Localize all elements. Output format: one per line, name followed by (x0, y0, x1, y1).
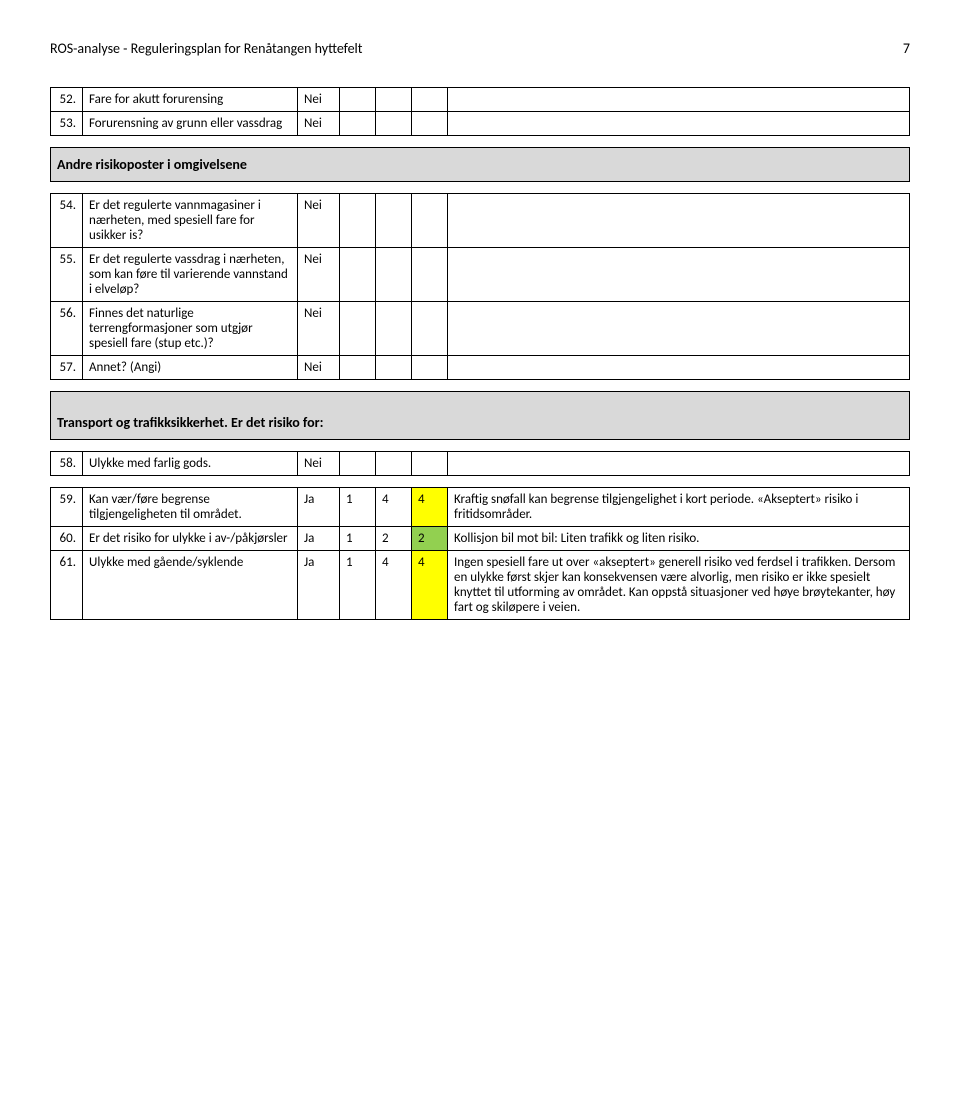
section-header: Andre risikoposter i omgivelsene (51, 148, 910, 182)
row-ans: Nei (298, 356, 340, 380)
cell (448, 88, 910, 112)
row-desc: Er det regulerte vannmagasiner i nærhete… (83, 194, 298, 248)
cell (448, 248, 910, 302)
table-row: 61. Ulykke med gående/syklende Ja 1 4 4 … (51, 551, 910, 620)
row-comment: Ingen spesiell fare ut over «akseptert» … (448, 551, 910, 620)
table-row: 56. Finnes det naturlige terrengformasjo… (51, 302, 910, 356)
row-v3: 4 (412, 551, 448, 620)
section-title: Andre risikoposter i omgivelsene (51, 148, 910, 182)
spacer (51, 380, 910, 392)
spacer (51, 440, 910, 452)
row-ans: Ja (298, 551, 340, 620)
table-row: 52. Fare for akutt forurensing Nei (51, 88, 910, 112)
cell (376, 356, 412, 380)
cell (376, 88, 412, 112)
cell (412, 452, 448, 476)
cell (340, 248, 376, 302)
cell (340, 356, 376, 380)
page-number: 7 (903, 40, 910, 57)
row-num: 61. (51, 551, 83, 620)
row-desc: Ulykke med farlig gods. (83, 452, 298, 476)
row-num: 60. (51, 527, 83, 551)
row-desc: Kan vær/føre begrense tilgjengeligheten … (83, 488, 298, 527)
cell (376, 302, 412, 356)
cell (340, 452, 376, 476)
cell (376, 112, 412, 136)
row-v1: 1 (340, 551, 376, 620)
section-title: Transport og trafikksikkerhet. Er det ri… (51, 392, 910, 440)
row-ans: Nei (298, 248, 340, 302)
row-ans: Nei (298, 302, 340, 356)
cell (412, 112, 448, 136)
cell (412, 356, 448, 380)
table-row: 60. Er det risiko for ulykke i av-/påkjø… (51, 527, 910, 551)
table-row: 53. Forurensning av grunn eller vassdrag… (51, 112, 910, 136)
cell (340, 112, 376, 136)
cell (448, 302, 910, 356)
cell (412, 248, 448, 302)
cell (340, 302, 376, 356)
spacer (51, 182, 910, 194)
cell (340, 88, 376, 112)
cell (448, 452, 910, 476)
header-title: ROS-analyse - Reguleringsplan for Renåta… (50, 40, 362, 57)
row-desc: Ulykke med gående/syklende (83, 551, 298, 620)
row-num: 59. (51, 488, 83, 527)
cell (412, 302, 448, 356)
table-row: 59. Kan vær/føre begrense tilgjengelighe… (51, 488, 910, 527)
cell (448, 356, 910, 380)
row-v2: 2 (376, 527, 412, 551)
row-desc: Annet? (Angi) (83, 356, 298, 380)
row-v1: 1 (340, 527, 376, 551)
row-v2: 4 (376, 551, 412, 620)
spacer (51, 136, 910, 148)
page-header: ROS-analyse - Reguleringsplan for Renåta… (50, 40, 910, 57)
cell (376, 248, 412, 302)
row-num: 52. (51, 88, 83, 112)
row-num: 58. (51, 452, 83, 476)
row-num: 53. (51, 112, 83, 136)
row-ans: Nei (298, 452, 340, 476)
table-row: 57. Annet? (Angi) Nei (51, 356, 910, 380)
cell (376, 194, 412, 248)
row-desc: Er det risiko for ulykke i av-/påkjørsle… (83, 527, 298, 551)
row-comment: Kollisjon bil mot bil: Liten trafikk og … (448, 527, 910, 551)
row-desc: Er det regulerte vassdrag i nærheten, so… (83, 248, 298, 302)
cell (412, 194, 448, 248)
cell (340, 194, 376, 248)
row-ans: Nei (298, 112, 340, 136)
table-row: 58. Ulykke med farlig gods. Nei (51, 452, 910, 476)
row-num: 55. (51, 248, 83, 302)
table-row: 54. Er det regulerte vannmagasiner i nær… (51, 194, 910, 248)
section-header: Transport og trafikksikkerhet. Er det ri… (51, 392, 910, 440)
table-row: 55. Er det regulerte vassdrag i nærheten… (51, 248, 910, 302)
row-ans: Ja (298, 488, 340, 527)
row-desc: Fare for akutt forurensing (83, 88, 298, 112)
row-ans: Nei (298, 88, 340, 112)
row-v2: 4 (376, 488, 412, 527)
row-v3: 4 (412, 488, 448, 527)
row-ans: Nei (298, 194, 340, 248)
row-v1: 1 (340, 488, 376, 527)
cell (376, 452, 412, 476)
row-num: 54. (51, 194, 83, 248)
cell (412, 88, 448, 112)
row-desc: Finnes det naturlige terrengformasjoner … (83, 302, 298, 356)
row-num: 56. (51, 302, 83, 356)
cell (448, 194, 910, 248)
risk-table: 52. Fare for akutt forurensing Nei 53. F… (50, 87, 910, 620)
row-num: 57. (51, 356, 83, 380)
row-comment: Kraftig snøfall kan begrense tilgjengeli… (448, 488, 910, 527)
cell (448, 112, 910, 136)
spacer (51, 476, 910, 488)
row-ans: Ja (298, 527, 340, 551)
row-v3: 2 (412, 527, 448, 551)
row-desc: Forurensning av grunn eller vassdrag (83, 112, 298, 136)
